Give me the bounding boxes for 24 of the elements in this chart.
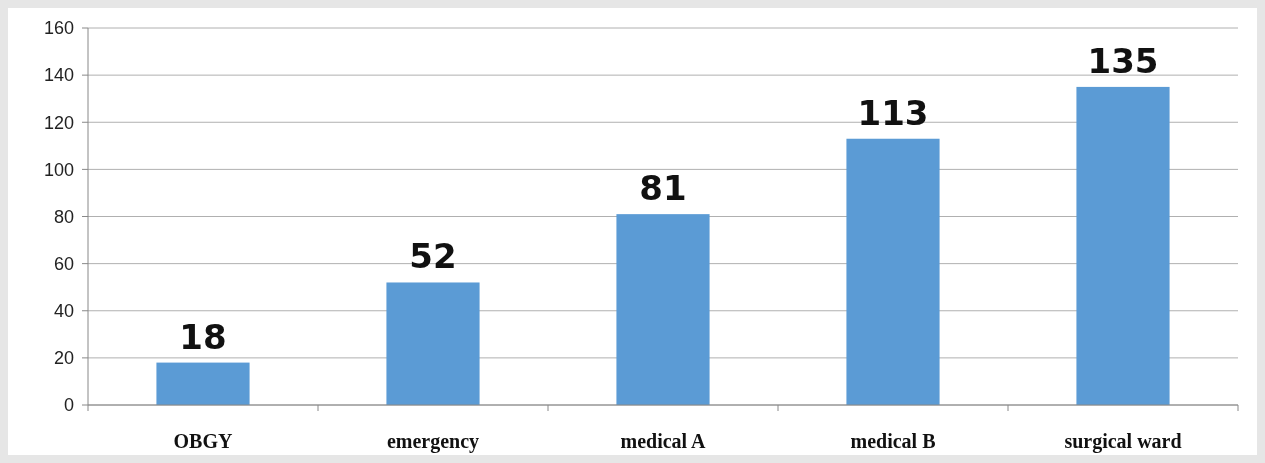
- x-tick-label: medical A: [620, 430, 707, 452]
- bar: [846, 138, 940, 405]
- y-tick-label: 160: [43, 18, 74, 39]
- data-label: 52: [409, 236, 457, 277]
- y-tick-label: 60: [53, 253, 74, 274]
- x-tick-label: emergency: [386, 430, 480, 453]
- bar: [386, 282, 480, 405]
- data-label: 18: [179, 316, 227, 357]
- x-tick-label: OBGY: [173, 430, 233, 452]
- y-tick-label: 100: [43, 159, 74, 180]
- y-tick-label: 40: [53, 301, 74, 322]
- y-tick-label: 140: [43, 65, 74, 86]
- data-label: 81: [639, 168, 687, 209]
- y-tick-label: 120: [43, 112, 74, 133]
- y-tick-label: 80: [53, 206, 74, 227]
- y-tick-label: 20: [53, 348, 74, 369]
- y-tick-label: 0: [63, 395, 74, 416]
- bar: [616, 214, 710, 405]
- x-tick-label: surgical ward: [1064, 430, 1182, 453]
- x-tick-label: medical B: [850, 430, 936, 452]
- data-label: 113: [857, 92, 929, 133]
- data-label: 135: [1087, 40, 1159, 81]
- bar: [1076, 86, 1170, 405]
- bar: [156, 362, 250, 405]
